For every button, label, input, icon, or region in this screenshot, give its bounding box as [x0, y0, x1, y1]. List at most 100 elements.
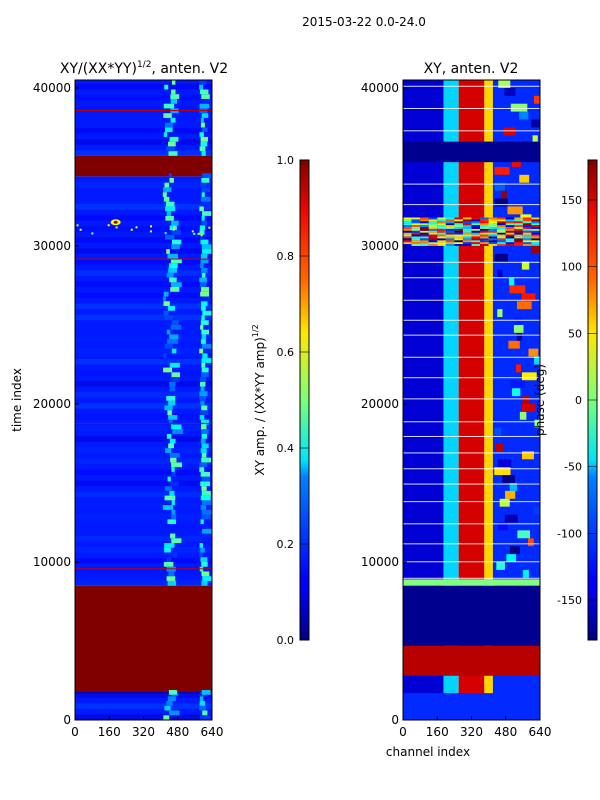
amp-hot-column-cell — [164, 122, 173, 128]
amp-hot-column-cell — [201, 187, 211, 193]
phase-gap-line — [403, 398, 540, 400]
amp-hot-column-cell — [164, 547, 171, 553]
phase-patch — [521, 261, 530, 270]
amp-dot — [193, 232, 196, 235]
amp-hot-column-cell — [202, 310, 212, 316]
amp-hot-column-cell — [168, 689, 177, 695]
phase-noise-cell — [428, 234, 438, 237]
phase-noise-cell — [480, 226, 489, 229]
left-y-tick-label: 10000 — [33, 555, 71, 569]
amp-hot-column-cell — [201, 367, 209, 373]
phase-noise-cell — [454, 240, 463, 243]
phase-noise-cell — [505, 226, 515, 229]
amp-hot-column-cell — [200, 122, 205, 128]
amp-hot-column-cell — [200, 400, 205, 406]
phase-patch — [532, 135, 538, 144]
phase-noise-cell — [403, 242, 412, 245]
right-colorbar-tick-label: 100 — [561, 261, 582, 274]
amp-hot-column-cell — [202, 576, 212, 581]
phase-noise-cell — [420, 217, 429, 220]
right-colorbar-tick-label: -150 — [557, 594, 582, 607]
right-y-tick-label: 10000 — [361, 555, 399, 569]
phase-noise-cell — [497, 221, 506, 224]
phase-noise-cell — [462, 232, 472, 235]
amp-hot-column-cell — [202, 353, 208, 359]
amp-hot-column-cell — [202, 249, 212, 254]
right-y-axis: 0 10000 20000 30000 40000 — [361, 81, 407, 727]
amp-texture — [75, 358, 212, 365]
phase-patch — [517, 530, 530, 539]
amp-hot-column-cell — [165, 234, 175, 240]
phase-noise-cell — [497, 223, 506, 226]
amp-texture — [75, 150, 212, 156]
phase-noise-cell — [428, 242, 438, 245]
phase-patch — [494, 182, 505, 191]
phase-patch — [497, 309, 503, 318]
phase-noise-cell — [522, 228, 532, 231]
phase-noise-cell — [403, 236, 412, 239]
phase-noise-cell — [522, 236, 532, 239]
amp-hot-column-cell — [201, 358, 212, 363]
phase-gap-line — [403, 561, 540, 563]
right-colorbar-tick-label: -100 — [557, 527, 582, 540]
amp-hot-column-cell — [168, 571, 175, 577]
left-y-tick-label: 40000 — [33, 81, 71, 95]
phase-noise-cell — [522, 223, 532, 226]
right-heatmap — [403, 80, 540, 720]
phase-noise-cell — [445, 217, 455, 220]
phase-noise-cell — [514, 217, 523, 220]
phase-patch — [504, 514, 518, 523]
amp-hot-column-cell — [166, 433, 172, 439]
phase-gap-line — [403, 204, 540, 206]
phase-noise-cell — [522, 234, 532, 237]
phase-patch — [511, 159, 521, 167]
amp-band-4 — [75, 155, 212, 177]
phase-noise-cell — [462, 219, 472, 222]
phase-noise-cell — [403, 240, 412, 243]
phase-patch — [510, 103, 528, 112]
amp-hot-column-cell — [168, 263, 178, 269]
phase-gap-line — [403, 183, 540, 185]
phase-noise-cell — [445, 244, 455, 246]
amp-hot-column-cell — [201, 689, 211, 695]
phase-noise-cell — [454, 217, 463, 220]
amp-dot — [107, 224, 110, 227]
amp-hot-column-cell — [199, 391, 208, 397]
phase-noise-cell — [497, 225, 506, 227]
phase-noise-cell — [445, 226, 455, 229]
amp-texture — [75, 480, 212, 487]
phase-noise-cell — [505, 244, 515, 246]
amp-hot-column-cell — [168, 151, 178, 156]
left-colorbar-gradient — [299, 159, 310, 641]
phase-noise-cell — [505, 230, 515, 233]
amp-texture — [75, 414, 212, 420]
phase-noise-cell — [411, 228, 421, 231]
phase-noise-cell — [445, 242, 455, 245]
amp-hot-column-cell — [201, 334, 207, 340]
amp-red-line-1 — [75, 422, 212, 424]
phase-noise-cell — [428, 221, 438, 224]
left-y-axis: 0 10000 20000 30000 40000 — [33, 81, 79, 727]
phase-noise-cell — [462, 226, 472, 229]
amp-hot-column-cell — [171, 509, 176, 515]
phase-noise-cell — [514, 238, 523, 241]
phase-noise-cell — [428, 223, 438, 226]
phase-noise-cell — [403, 225, 412, 227]
amp-hot-column-cell — [168, 173, 172, 178]
phase-patch — [508, 277, 515, 286]
amp-hot-column-cell — [164, 543, 175, 548]
phase-noise-cell — [420, 223, 429, 226]
phase-noise-cell — [462, 234, 472, 237]
amp-dot — [164, 232, 167, 235]
amp-hot-column-cell — [200, 305, 206, 311]
amp-hot-column-cell — [200, 481, 211, 487]
phase-noise-cell — [454, 230, 463, 233]
amp-texture — [75, 703, 212, 709]
phase-noise-cell — [428, 244, 438, 246]
phase-gap-line — [403, 421, 540, 423]
amp-hot-column-cell — [200, 301, 208, 306]
right-colorbar-tick-label: 0 — [575, 394, 582, 407]
amp-hot-column-cell — [164, 84, 169, 90]
left-y-tick-label: 20000 — [33, 397, 71, 411]
